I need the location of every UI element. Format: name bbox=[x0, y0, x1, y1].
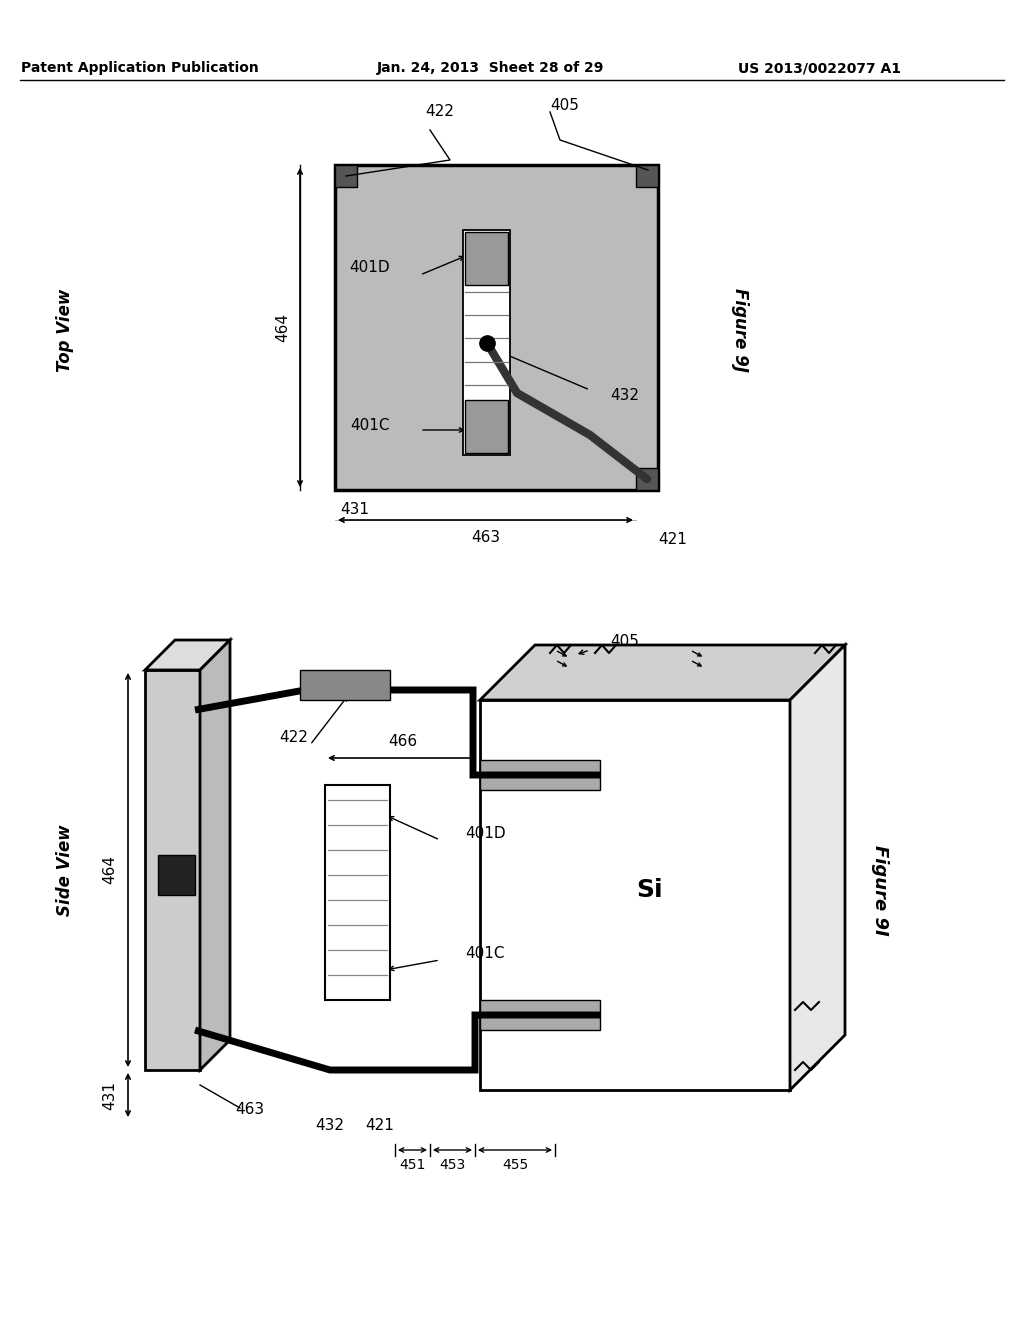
Text: Patent Application Publication: Patent Application Publication bbox=[22, 61, 259, 75]
Polygon shape bbox=[335, 165, 658, 490]
Text: 431: 431 bbox=[340, 503, 369, 517]
Text: 453: 453 bbox=[439, 1158, 465, 1172]
Text: 421: 421 bbox=[366, 1118, 394, 1133]
Text: 431: 431 bbox=[102, 1081, 118, 1110]
Text: US 2013/0022077 A1: US 2013/0022077 A1 bbox=[738, 61, 901, 75]
Text: Si: Si bbox=[637, 878, 664, 902]
Polygon shape bbox=[480, 645, 845, 700]
Polygon shape bbox=[480, 1001, 600, 1030]
Polygon shape bbox=[325, 785, 390, 1001]
Text: 405: 405 bbox=[551, 98, 580, 112]
Text: 401C: 401C bbox=[465, 945, 505, 961]
Text: 451: 451 bbox=[398, 1158, 425, 1172]
Polygon shape bbox=[480, 700, 790, 1090]
Text: 422: 422 bbox=[426, 104, 455, 120]
Polygon shape bbox=[465, 232, 508, 285]
Text: 432: 432 bbox=[315, 1118, 344, 1133]
Text: Top View: Top View bbox=[56, 288, 74, 372]
Polygon shape bbox=[465, 400, 508, 453]
Polygon shape bbox=[158, 855, 195, 895]
Text: 401D: 401D bbox=[349, 260, 390, 276]
Polygon shape bbox=[480, 760, 600, 789]
Text: 421: 421 bbox=[658, 532, 687, 548]
Text: 432: 432 bbox=[610, 388, 639, 403]
Text: 464: 464 bbox=[102, 855, 118, 884]
Polygon shape bbox=[200, 640, 230, 1071]
Text: 463: 463 bbox=[471, 531, 500, 545]
Polygon shape bbox=[145, 671, 200, 1071]
Text: 464: 464 bbox=[275, 313, 291, 342]
Text: Figure 9J: Figure 9J bbox=[731, 288, 749, 372]
Polygon shape bbox=[145, 640, 230, 671]
Text: 405: 405 bbox=[610, 635, 639, 649]
Polygon shape bbox=[300, 671, 390, 700]
Polygon shape bbox=[790, 645, 845, 1090]
Polygon shape bbox=[636, 469, 658, 490]
Text: 401C: 401C bbox=[350, 417, 390, 433]
Text: 422: 422 bbox=[280, 730, 308, 746]
Polygon shape bbox=[335, 165, 357, 187]
Text: 466: 466 bbox=[388, 734, 417, 750]
Text: 455: 455 bbox=[502, 1158, 528, 1172]
Polygon shape bbox=[636, 165, 658, 187]
Text: 401D: 401D bbox=[465, 825, 506, 841]
Polygon shape bbox=[463, 230, 510, 455]
Text: Jan. 24, 2013  Sheet 28 of 29: Jan. 24, 2013 Sheet 28 of 29 bbox=[376, 61, 604, 75]
Text: 463: 463 bbox=[236, 1102, 264, 1118]
Text: Side View: Side View bbox=[56, 824, 74, 916]
Text: Figure 9I: Figure 9I bbox=[871, 845, 889, 936]
